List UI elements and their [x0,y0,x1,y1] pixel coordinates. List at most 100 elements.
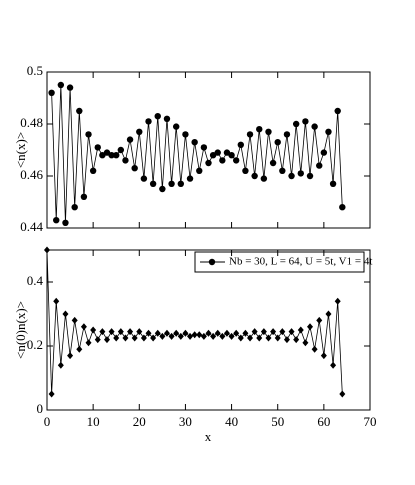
data-point [53,217,60,224]
data-point [108,328,115,336]
data-point [99,328,106,336]
data-point [320,149,328,156]
x-axis-label: x [205,429,212,444]
data-point [48,390,55,398]
y-tick-label: 0.48 [20,115,43,130]
data-point [325,128,332,135]
data-point [320,352,327,360]
data-point [260,175,268,182]
y-tick-label: 0.46 [20,167,43,182]
data-point [214,329,221,337]
x-tick-label: 70 [364,414,377,429]
data-point [187,332,194,340]
data-point [279,167,286,174]
data-point [316,316,323,324]
data-point [223,329,230,337]
data-point [292,120,300,128]
data-point [200,332,207,340]
data-point [251,328,258,336]
data-point [117,328,124,336]
data-point [168,180,175,187]
y-axis-label: <n(x)> [13,132,28,168]
data-point [237,334,244,342]
data-point [145,118,152,125]
data-point [53,297,60,305]
y-axis-label: <n(0)n(x)> [13,301,28,359]
data-point [103,336,110,344]
data-point [205,329,212,337]
data-point [246,131,254,138]
x-tick-label: 10 [87,414,100,429]
data-point [274,139,281,146]
data-point [196,331,203,339]
data-point [182,131,189,138]
data-point [256,126,263,133]
data-point [334,297,341,305]
data-point [302,118,309,125]
data-point [219,332,226,340]
data-point [85,339,92,347]
data-point [247,334,254,342]
data-point [256,334,263,342]
data-point [274,334,281,342]
data-point [89,167,97,174]
data-point [214,149,221,156]
data-point [311,345,318,353]
data-point [80,323,87,331]
data-point [242,167,249,174]
data-point [196,167,203,174]
data-point [62,219,69,226]
data-point [329,180,337,187]
data-point [127,328,134,336]
data-point [228,152,235,159]
x-tick-label: 20 [133,414,146,429]
data-point [67,352,74,360]
data-point [251,172,258,180]
data-point [57,81,65,89]
data-point [71,204,78,211]
data-point [186,175,194,182]
data-point [113,152,120,159]
data-point [126,136,134,143]
data-point [48,89,55,97]
y-tick-label: 0.44 [20,219,43,234]
data-point [182,329,189,337]
data-point [57,361,64,369]
plot-frame [46,71,371,229]
data-point [76,107,83,115]
data-point [136,328,143,336]
data-point [117,146,125,154]
data-point [200,144,208,151]
legend-marker [208,258,216,266]
data-point [279,328,286,336]
y-tick-label: 0 [37,401,44,416]
data-point [288,172,295,180]
data-point [306,172,314,180]
x-tick-label: 30 [179,414,192,429]
data-point [297,170,304,177]
data-point [90,326,97,334]
data-point [339,204,346,211]
data-point [283,131,291,138]
data-point [94,144,101,151]
data-point [219,157,226,164]
data-point [297,326,304,334]
data-point [237,141,244,148]
data-point [168,332,175,340]
y-tick-label: 0.5 [27,63,43,78]
data-point [177,332,184,340]
data-point [154,329,161,337]
data-point [108,152,115,159]
data-point [325,310,332,318]
data-point [265,128,272,135]
data-point [307,323,314,331]
data-point [233,329,240,337]
data-point [302,339,309,347]
y-tick-label: 0.2 [27,337,43,352]
data-point [149,180,157,187]
data-point [131,334,138,342]
data-point [122,157,129,164]
data-point [232,157,240,164]
data-point [131,165,138,172]
data-point [283,336,290,344]
